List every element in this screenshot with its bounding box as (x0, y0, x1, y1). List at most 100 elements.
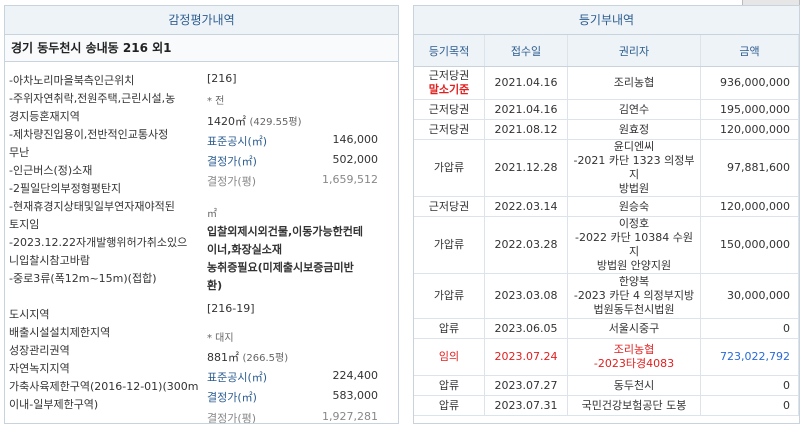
registry-holder: 윤디엔씨 -2021 카단 1323 의정부지 방법원 (567, 139, 701, 197)
registry-holder: 국민건강보험공단 도봉 (567, 395, 701, 416)
lot1-note-4: 환) (207, 279, 223, 292)
lot1-std-value: 146,000 (332, 133, 379, 146)
registry-date: 2022.03.28 (484, 216, 568, 274)
registry-date: 2021.04.16 (484, 99, 568, 120)
appraisal-text-line: -중로3류(폭12m~15m)(접합) (9, 272, 157, 285)
registry-date: 2021.08.12 (484, 119, 568, 140)
lot2-decpy-label: 결정가(평) (207, 412, 257, 424)
registry-holder: 원승숙 (567, 196, 701, 217)
registry-purpose-text: 근저당권 (428, 122, 470, 136)
lot1-dec-label: 결정가(㎡) (207, 155, 257, 168)
registry-holder: 한양복 -2023 카단 4 의정부지방 법원동두천시법원 (567, 273, 701, 319)
registry-row: 가압류 2022.03.28 이정호 -2022 카단 10384 수원지 방법원 안양… (414, 216, 799, 274)
appraisal-text-line: -인근버스(정)소재 (9, 164, 93, 177)
registry-amount: 723,022,792 (700, 338, 799, 376)
registry-row: 근저당권 말소기준 2021.04.16 조리농협 936,000,000 (414, 66, 799, 100)
appraisal-text-line: 무난 (9, 146, 30, 159)
lot2-area: 881㎡ (266.5평) (207, 351, 289, 364)
registry-date: 2023.03.08 (484, 273, 568, 319)
registry-amount: 936,000,000 (700, 66, 799, 100)
registry-purpose: 가압류 (414, 216, 485, 274)
appraisal-text-line: -제차량진입용이,전반적인교통사정 (9, 128, 169, 141)
registry-purpose: 압류 (414, 395, 485, 416)
registry-purpose-text: 근저당권 (428, 69, 470, 82)
registry-purpose-text: 압류 (438, 378, 460, 392)
registry-amount: 150,000,000 (700, 216, 799, 274)
registry-purpose: 가압류 (414, 273, 485, 319)
registry-purpose: 압류 (414, 375, 485, 396)
registry-purpose-text: 임의 (438, 350, 460, 363)
registry-purpose-text: 압류 (438, 321, 460, 335)
registry-date: 2023.06.05 (484, 318, 568, 339)
registry-panel-title: 등기부내역 (414, 6, 799, 35)
registry-holder-line: 원효정 (618, 122, 650, 136)
registry-amount: 30,000,000 (700, 273, 799, 319)
registry-date: 2022.03.14 (484, 196, 568, 217)
property-address: 경기 동두천시 송내동 216 외1 (5, 35, 398, 62)
appraisal-text-line: -주위자연취락,전원주택,근린시설,농 (9, 92, 176, 105)
registry-amount: 97,881,600 (700, 139, 799, 197)
registry-holder-line: 동두천시 (613, 378, 655, 392)
lot1-area: 1420㎡ (429.55평) (207, 115, 302, 128)
lot1-std-label: 표준공시(㎡) (207, 135, 268, 148)
registry-amount: 0 (700, 395, 799, 416)
registry-purpose: 근저당권 (414, 196, 485, 217)
registry-purpose-text: 압류 (438, 398, 460, 412)
lot2-std-value: 224,400 (332, 369, 379, 382)
registry-holder: 조리농협 (567, 66, 701, 100)
appraisal-text-line: 토지임 (9, 218, 40, 231)
registry-holder: 이정호 -2022 카단 10384 수원지 방법원 안양지원 (567, 216, 701, 274)
appraisal-text-line: 이내-일부제한구역) (9, 398, 99, 411)
appraisal-panel: 감정평가내역 경기 동두천시 송내동 216 외1 -아차노리마을북측인근위치 -… (4, 5, 399, 424)
lot2-std-label: 표준공시(㎡) (207, 371, 268, 384)
registry-holder-line: 방법원 (618, 182, 650, 195)
appraisal-text-line: -2023.12.22자개발행위허가취소있으 (9, 236, 188, 249)
registry-row: 근저당권 2021.04.16 김연수 195,000,000 (414, 99, 799, 120)
registry-row: 압류 2023.07.27 동두천시 0 (414, 375, 799, 396)
registry-holder-line: 원승숙 (618, 199, 650, 213)
registry-row: 압류 2023.07.31 국민건강보험공단 도봉 0 (414, 395, 799, 416)
registry-purpose: 가압류 (414, 139, 485, 197)
appraisal-text-line: -2필일단의부정형평탄지 (9, 182, 122, 195)
col-purpose: 등기목적 (414, 35, 485, 67)
lot1-decpy-label: 결정가(평) (207, 175, 257, 188)
registry-table: 등기목적 접수일 권리자 금액 근저당권 말소기준 2021.04.16 조리농협 93… (414, 35, 799, 416)
registry-purpose: 압류 (414, 318, 485, 339)
registry-holder-line: -2023 카단 4 의정부지방 (573, 289, 695, 302)
appraisal-text-line: -아차노리마을북측인근위치 (9, 74, 135, 87)
registry-row: 가압류 2021.12.28 윤디엔씨 -2021 카단 1323 의정부지 방법원 97… (414, 139, 799, 197)
baseline-tag: 말소기준 (428, 83, 470, 96)
registry-holder-line: 한양복 (618, 275, 650, 288)
registry-amount: 0 (700, 375, 799, 396)
registry-holder-line: -2021 카단 1323 의정부지 (573, 154, 695, 181)
registry-panel: 등기부내역 등기목적 접수일 권리자 금액 근저당권 말소기준 2021.04.16… (413, 5, 800, 424)
lot1-dec-value: 502,000 (332, 153, 379, 166)
col-amount: 금액 (700, 35, 799, 67)
registry-holder-line: -2022 카단 10384 수원지 (575, 231, 693, 258)
registry-holder-line: 국민건강보험공단 도봉 (581, 398, 687, 412)
registry-row: 근저당권 2021.08.12 원효정 120,000,000 (414, 119, 799, 140)
registry-row: 가압류 2023.03.08 한양복 -2023 카단 4 의정부지방 법원동두천시법원… (414, 273, 799, 319)
lot1-number: [216] (207, 72, 237, 85)
registry-holder: 동두천시 (567, 375, 701, 396)
appraisal-text-line: 자연녹지지역 (9, 362, 70, 375)
lot1-note-2: 이너,화장실소재 (207, 243, 283, 256)
appraisal-text-line: 배출시설설치제한지역 (9, 326, 111, 339)
lot2-number: [216-19] (207, 302, 255, 315)
registry-amount: 195,000,000 (700, 99, 799, 120)
col-holder: 권리자 (567, 35, 701, 67)
registry-holder: 원효정 (567, 119, 701, 140)
registry-purpose: 근저당권 (414, 119, 485, 140)
appraisal-panel-title: 감정평가내역 (5, 6, 398, 35)
appraisal-body: -아차노리마을북측인근위치 -주위자연취락,전원주택,근린시설,농 경지등혼재지역 -… (5, 62, 398, 424)
appraisal-text-line: 성장관리권역 (9, 344, 70, 357)
lot1-note-3: 농취증필요(미제출시보증금미반 (207, 261, 354, 274)
registry-holder-line: 김연수 (618, 102, 650, 116)
registry-holder-line: 방법원 안양지원 (596, 259, 672, 272)
lot1-note-1: 입찰외제시외건물,이동가능한컨테 (207, 225, 363, 238)
appraisal-text-line: -현재휴경지상태및일부연자재야적된 (9, 200, 175, 213)
registry-holder-line: 윤디엔씨 (613, 140, 655, 153)
registry-row: 근저당권 2022.03.14 원승숙 120,000,000 (414, 196, 799, 217)
registry-purpose-text: 가압류 (433, 161, 465, 174)
registry-row: 임의 2023.07.24 조리농협 -2023타경4083 723,022,792 (414, 338, 799, 376)
